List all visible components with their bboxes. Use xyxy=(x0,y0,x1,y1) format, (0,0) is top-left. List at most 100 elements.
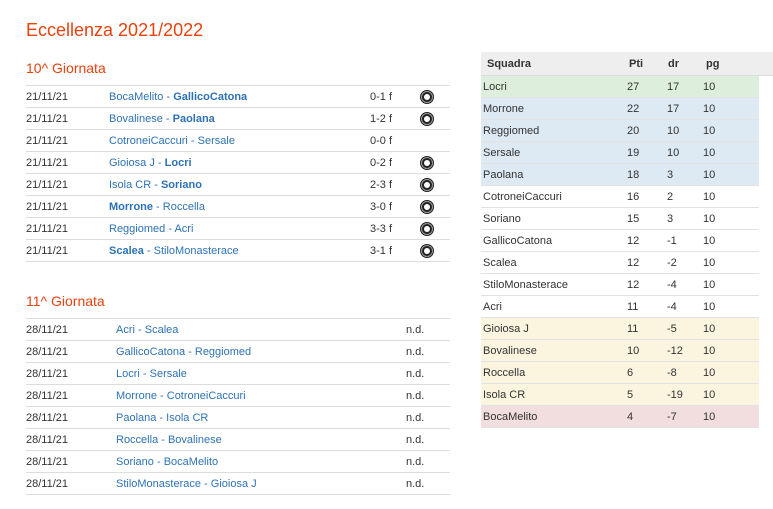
standings-body: Locri 27 17 10 Morrone 22 17 10 Reggiomed 20 10 10 S… xyxy=(481,76,773,428)
away-team-link[interactable]: Bovalinese xyxy=(167,433,222,446)
standings-team: Roccella xyxy=(483,367,526,379)
match-report-cell xyxy=(420,240,450,262)
standings-points: 12 xyxy=(627,257,640,269)
standings-row: Reggiomed 20 10 10 xyxy=(481,120,759,142)
match-teams: Soriano - BocaMelito xyxy=(116,451,406,473)
soccer-ball-icon[interactable] xyxy=(420,221,434,236)
home-team-link[interactable]: CotroneiCaccuri xyxy=(109,134,188,147)
standings-points: 11 xyxy=(627,323,639,335)
separator: - xyxy=(156,411,167,424)
match-date: 28/11/21 xyxy=(26,323,69,336)
away-team-link[interactable]: Roccella xyxy=(162,200,205,213)
standings-played: 10 xyxy=(703,345,716,357)
match-teams: Locri - Sersale xyxy=(116,363,406,385)
match-date: 28/11/21 xyxy=(26,477,69,490)
home-team-link[interactable]: Locri xyxy=(116,367,140,380)
away-team-link[interactable]: Scalea xyxy=(144,323,179,336)
home-team-link[interactable]: StiloMonasterace xyxy=(116,477,201,490)
away-team-link[interactable]: BocaMelito xyxy=(163,455,219,468)
soccer-ball-icon[interactable] xyxy=(420,177,434,192)
standings-row: Isola CR 5 -19 10 xyxy=(481,384,759,406)
away-team-link[interactable]: Soriano xyxy=(160,178,202,191)
standings-row: Gioiosa J 11 -5 10 xyxy=(481,318,759,340)
header-played[interactable]: pg xyxy=(706,58,720,70)
match-teams: Bovalinese - Paolana xyxy=(109,108,370,130)
standings-points: 15 xyxy=(627,213,640,225)
home-team-link[interactable]: Scalea xyxy=(109,244,144,257)
match-score: n.d. xyxy=(406,455,425,468)
away-team-link[interactable]: Reggiomed xyxy=(194,345,252,358)
away-team-link[interactable]: Sersale xyxy=(149,367,187,380)
standings-played: 10 xyxy=(703,81,716,93)
standings-goal-diff: -19 xyxy=(667,389,683,401)
standings-team: Scalea xyxy=(483,257,517,269)
standings-goal-diff: -4 xyxy=(667,279,677,291)
match-date: 21/11/21 xyxy=(26,200,69,213)
match-teams: Morrone - Roccella xyxy=(109,196,370,218)
away-team-link[interactable]: GallicoCatona xyxy=(173,90,248,103)
soccer-ball-icon[interactable] xyxy=(420,243,434,258)
away-team-link[interactable]: CotroneiCaccuri xyxy=(166,389,246,402)
away-team-link[interactable]: Isola CR xyxy=(166,411,209,424)
home-team-link[interactable]: Isola CR xyxy=(109,178,152,191)
match-teams: StiloMonasterace - Gioiosa J xyxy=(116,473,406,495)
standings-played: 10 xyxy=(703,125,716,137)
standings-played: 10 xyxy=(703,279,716,291)
home-team-link[interactable]: Gioiosa J xyxy=(109,156,155,169)
match-report-cell xyxy=(420,196,450,218)
home-team-link[interactable]: Reggiomed xyxy=(109,222,166,235)
home-team-link[interactable]: Acri xyxy=(116,323,135,336)
match-date: 21/11/21 xyxy=(26,112,69,125)
away-team-link[interactable]: Paolana xyxy=(172,112,215,125)
standings-played: 10 xyxy=(703,191,716,203)
match-row: 21/11/21 Isola CR - Soriano 2-3 f xyxy=(26,173,450,196)
match-date: 21/11/21 xyxy=(26,156,69,169)
home-team-link[interactable]: GallicoCatona xyxy=(116,345,186,358)
match-teams: GallicoCatona - Reggiomed xyxy=(116,341,406,363)
standings-row: Locri 27 17 10 xyxy=(481,76,759,98)
match-report-cell xyxy=(420,130,450,152)
standings-played: 10 xyxy=(703,147,716,159)
away-team-link[interactable]: Acri xyxy=(174,222,194,235)
home-team-link[interactable]: Morrone xyxy=(109,200,153,213)
match-date: 21/11/21 xyxy=(26,244,69,257)
home-team-link[interactable]: Bovalinese xyxy=(109,112,163,125)
away-team-link[interactable]: Sersale xyxy=(197,134,235,147)
match-date: 28/11/21 xyxy=(26,433,69,446)
away-team-link[interactable]: Locri xyxy=(164,156,192,169)
match-report-cell xyxy=(420,152,450,174)
header-points[interactable]: Pti xyxy=(629,58,644,70)
home-team-link[interactable]: Morrone xyxy=(116,389,157,402)
match-report-cell xyxy=(420,174,450,196)
round-11-matches: 28/11/21 Acri - Scalea n.d. 28/11/21 Gallico… xyxy=(26,318,450,495)
standings-played: 10 xyxy=(703,411,716,423)
soccer-ball-icon[interactable] xyxy=(420,89,434,104)
separator: - xyxy=(158,433,168,446)
home-team-link[interactable]: Paolana xyxy=(116,411,157,424)
standings-points: 5 xyxy=(627,389,634,401)
match-score: 0-0 f xyxy=(370,134,393,147)
match-score: n.d. xyxy=(406,345,425,358)
match-score: 3-3 f xyxy=(370,222,393,235)
away-team-link[interactable]: Gioiosa J xyxy=(210,477,257,490)
soccer-ball-icon[interactable] xyxy=(420,199,434,214)
header-goal-diff[interactable]: dr xyxy=(668,58,679,70)
separator: - xyxy=(134,323,145,336)
away-team-link[interactable]: StiloMonasterace xyxy=(153,244,239,257)
soccer-ball-icon[interactable] xyxy=(420,111,434,126)
home-team-link[interactable]: Soriano xyxy=(116,455,154,468)
standings-played: 10 xyxy=(703,389,716,401)
header-team[interactable]: Squadra xyxy=(487,58,532,70)
home-team-link[interactable]: BocaMelito xyxy=(109,90,164,103)
match-teams: Isola CR - Soriano xyxy=(109,174,370,196)
standings-row: Scalea 12 -2 10 xyxy=(481,252,759,274)
home-team-link[interactable]: Roccella xyxy=(116,433,159,446)
match-score: 3-0 f xyxy=(370,200,393,213)
match-score: n.d. xyxy=(406,389,425,402)
standings-goal-diff: -4 xyxy=(667,301,677,313)
soccer-ball-icon[interactable] xyxy=(420,155,434,170)
match-score: 0-1 f xyxy=(370,90,393,103)
standings-points: 22 xyxy=(627,103,640,115)
match-teams: Reggiomed - Acri xyxy=(109,218,370,240)
